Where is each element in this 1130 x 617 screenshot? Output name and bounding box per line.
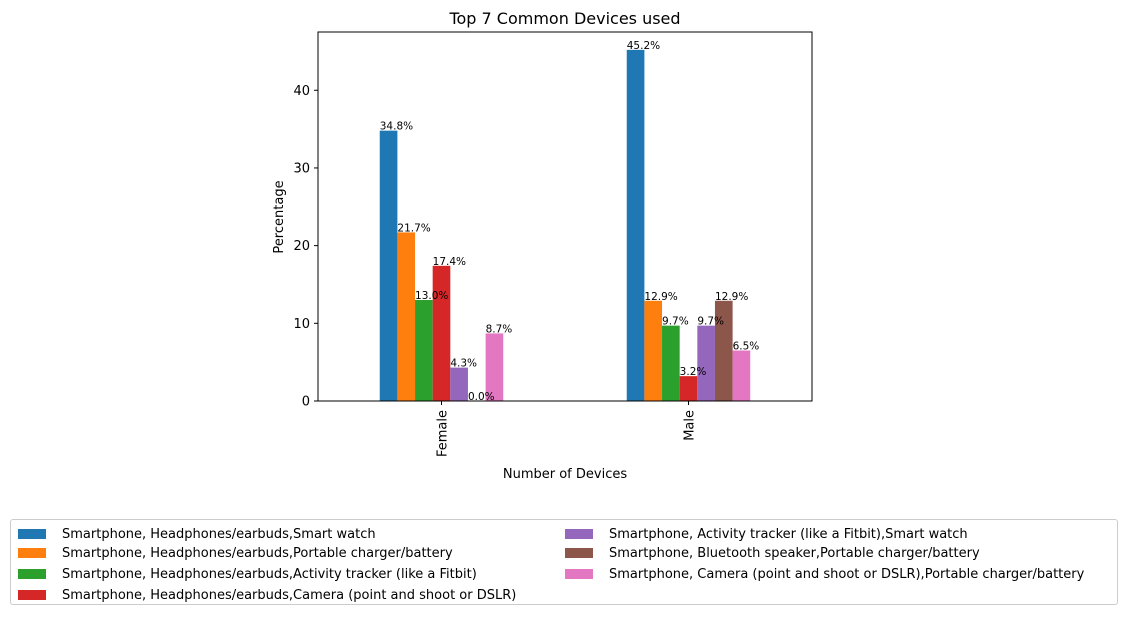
- legend-label: Smartphone, Headphones/earbuds,Portable …: [62, 545, 453, 561]
- bar: [415, 300, 433, 401]
- legend-item: Smartphone, Headphones/earbuds,Camera (p…: [18, 585, 516, 605]
- legend-swatch: [18, 590, 46, 600]
- y-tick-label: 20: [293, 239, 310, 254]
- legend-label: Smartphone, Camera (point and shoot or D…: [609, 566, 1085, 582]
- bar-data-label: 17.4%: [433, 256, 466, 268]
- x-axis-label: Number of Devices: [503, 467, 627, 482]
- legend-swatch: [565, 569, 593, 579]
- bar: [397, 232, 416, 401]
- x-axis: Female Male: [436, 401, 698, 457]
- x-tick-label: Female: [436, 410, 451, 457]
- legend-item: Smartphone, Headphones/earbuds,Portable …: [18, 543, 453, 563]
- bar: [379, 130, 398, 402]
- y-axis-label: Percentage: [272, 180, 287, 253]
- bar: [450, 367, 468, 401]
- bar-data-label: 34.8%: [380, 121, 413, 133]
- legend-item: Smartphone, Headphones/earbuds,Activity …: [18, 564, 477, 584]
- chart-title: Top 7 Common Devices used: [448, 9, 680, 28]
- legend-item: Smartphone, Activity tracker (like a Fit…: [565, 524, 968, 544]
- bar-data-label: 0.0%: [468, 391, 495, 403]
- legend-label: Smartphone, Headphones/earbuds,Activity …: [62, 566, 477, 582]
- bar-data-label: 21.7%: [397, 222, 430, 234]
- legend-item: Smartphone, Bluetooth speaker,Portable c…: [565, 543, 980, 563]
- legend-label: Smartphone, Activity tracker (like a Fit…: [609, 526, 968, 542]
- bar-data-label: 8.7%: [486, 323, 513, 335]
- bar-labels-group: 34.8% 21.7% 13.0% 17.4% 4.3% 0.0% 8.7% 45.2% 12.…: [380, 40, 760, 403]
- bar: [714, 300, 733, 401]
- bar-data-label: 45.2%: [627, 40, 660, 52]
- legend-item: Smartphone, Camera (point and shoot or D…: [565, 564, 1084, 584]
- bar-data-label: 12.9%: [715, 291, 748, 303]
- y-tick-label: 30: [293, 161, 310, 176]
- legend-label: Smartphone, Bluetooth speaker,Portable c…: [609, 545, 980, 561]
- legend-label: Smartphone, Headphones/earbuds,Smart wat…: [62, 526, 376, 542]
- bar-data-label: 13.0%: [415, 290, 448, 302]
- bar: [432, 265, 451, 401]
- bar-data-label: 9.7%: [662, 316, 689, 328]
- bar: [485, 333, 504, 401]
- legend: Smartphone, Headphones/earbuds,Smart wat…: [10, 519, 1118, 605]
- bar-data-label: 4.3%: [450, 358, 477, 370]
- y-axis: 0 10 20 30 40: [293, 84, 318, 410]
- plot-frame: [317, 31, 813, 402]
- legend-swatch: [18, 548, 46, 558]
- bar: [662, 325, 680, 401]
- bar: [644, 300, 663, 401]
- bar: [679, 376, 698, 401]
- bar-data-label: 9.7%: [697, 316, 724, 328]
- bar-data-label: 12.9%: [644, 291, 677, 303]
- legend-swatch: [18, 529, 46, 539]
- y-tick-label: 0: [302, 395, 310, 410]
- y-tick-label: 10: [293, 317, 310, 332]
- bar: [732, 350, 751, 401]
- legend-label: Smartphone, Headphones/earbuds,Camera (p…: [62, 587, 517, 603]
- legend-swatch: [565, 529, 593, 539]
- bar: [697, 325, 715, 401]
- bar-data-label: 3.2%: [680, 366, 707, 378]
- bar-data-label: 6.5%: [733, 341, 760, 353]
- legend-item: Smartphone, Headphones/earbuds,Smart wat…: [18, 524, 376, 544]
- bars-group: [379, 49, 751, 402]
- y-tick-label: 40: [293, 84, 310, 99]
- x-tick-label: Male: [683, 410, 698, 441]
- legend-swatch: [18, 569, 46, 579]
- bar: [626, 49, 645, 401]
- legend-swatch: [565, 548, 593, 558]
